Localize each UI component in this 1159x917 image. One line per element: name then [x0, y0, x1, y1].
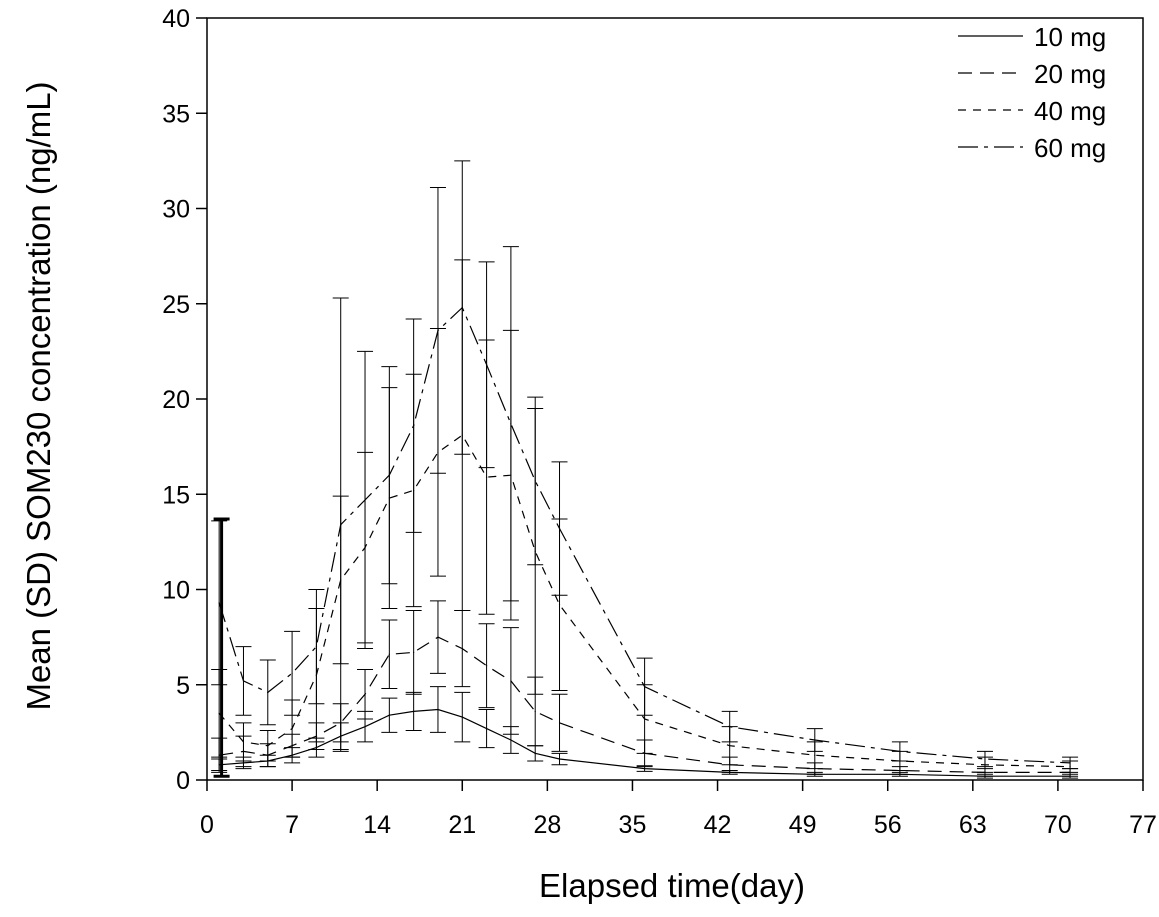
data-point: [413, 651, 415, 653]
data-point: [485, 476, 488, 478]
data-point: [485, 665, 488, 667]
y-tick-label: 20: [162, 386, 190, 414]
series-line: [219, 636, 1071, 774]
x-tick-label: 28: [533, 811, 561, 839]
x-tick-label: 14: [363, 811, 391, 839]
data-point: [984, 758, 986, 760]
y-tick-label: 40: [162, 5, 190, 33]
plot-frame: [206, 17, 1144, 781]
data-point: [534, 480, 536, 482]
x-tick-label: 21: [448, 811, 476, 839]
x-tick-label: 7: [285, 811, 299, 839]
series-line: [218, 434, 1071, 768]
x-tick-label: 70: [1044, 811, 1072, 839]
x-tick-label: 63: [959, 811, 987, 839]
legend: 10 mg 20 mg 40 mg 60 mg: [958, 22, 1106, 163]
y-tick-label: 15: [162, 481, 190, 509]
plot-area: [206, 17, 1144, 781]
data-point: [534, 710, 536, 713]
y-axis: 0 5 10 15 20 25 30 35 40: [162, 5, 207, 795]
y-tick-label: 30: [162, 196, 190, 224]
y-tick-label: 25: [162, 291, 190, 319]
y-tick-label: 0: [176, 767, 190, 795]
series-60-mg: [211, 160, 1079, 770]
data-point: [291, 672, 293, 674]
x-tick-label: 35: [619, 811, 647, 839]
data-point: [315, 646, 318, 648]
legend-label: 10 mg: [1034, 22, 1106, 52]
series-line: [218, 306, 1071, 764]
data-point: [814, 754, 816, 756]
legend-label: 60 mg: [1034, 133, 1106, 163]
x-tick-label: 56: [874, 811, 902, 839]
data-point: [558, 604, 561, 606]
legend-label: 40 mg: [1034, 96, 1106, 126]
series-line: [219, 708, 1071, 777]
y-tick-label: 10: [162, 577, 190, 605]
legend-label: 20 mg: [1034, 59, 1106, 89]
x-tick-label: 49: [789, 811, 817, 839]
x-axis: 0 7 14 21 28 35 42 49 56 63 70 77: [200, 780, 1157, 839]
x-tick-label: 42: [704, 811, 732, 839]
data-point: [510, 423, 512, 425]
x-tick-label: 0: [200, 811, 214, 839]
x-tick-label: 77: [1129, 811, 1157, 839]
y-tick-label: 5: [176, 672, 190, 700]
data-point: [388, 653, 390, 655]
y-tick-label: 35: [162, 100, 190, 128]
x-axis-title: Elapsed time(day): [539, 867, 805, 904]
y-axis-title: Mean (SD) SOM230 concentration (ng/mL): [20, 81, 57, 710]
early-sampling-bars: [213, 517, 230, 778]
